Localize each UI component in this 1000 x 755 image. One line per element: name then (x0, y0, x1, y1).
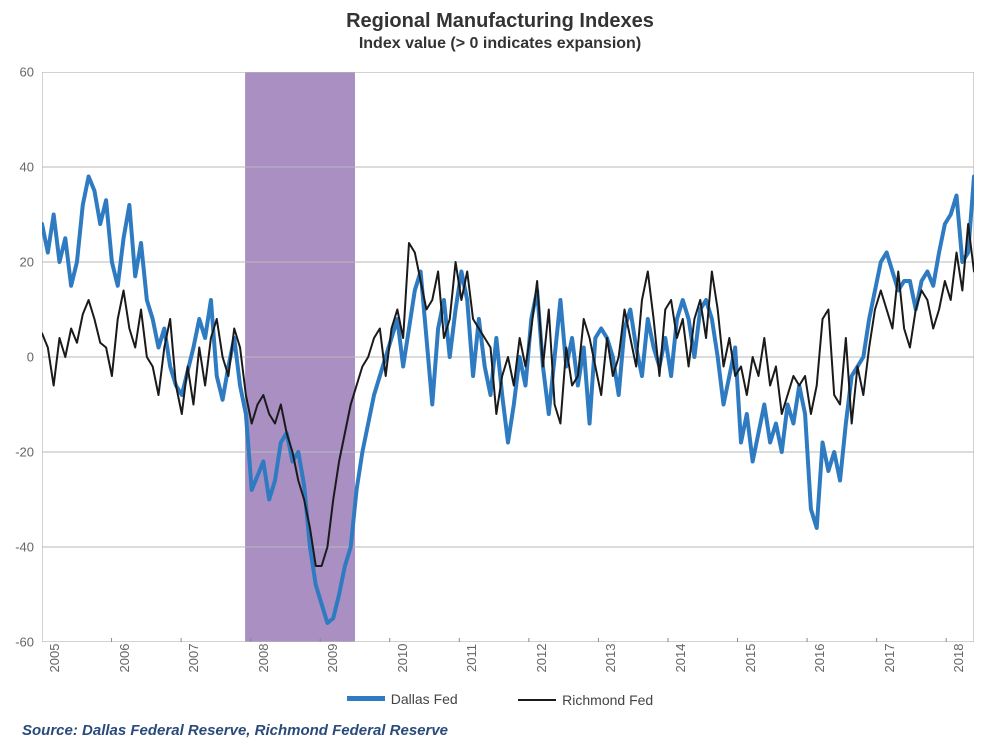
x-tick: 2007 (186, 628, 201, 688)
x-tick: 2012 (534, 628, 549, 688)
x-tick: 2006 (117, 628, 132, 688)
y-tick: 20 (4, 255, 34, 270)
y-tick: -20 (4, 445, 34, 460)
x-tick: 2008 (256, 628, 271, 688)
y-tick: -40 (4, 540, 34, 555)
chart-title-block: Regional Manufacturing Indexes Index val… (0, 10, 1000, 53)
legend-item-richmond: Richmond Fed (518, 692, 653, 708)
x-tick: 2013 (603, 628, 618, 688)
legend-swatch-richmond (518, 699, 556, 701)
x-tick: 2017 (882, 628, 897, 688)
legend-label-richmond: Richmond Fed (562, 692, 653, 708)
source-text: Source: Dallas Federal Reserve, Richmond… (22, 722, 448, 739)
y-tick: 60 (4, 65, 34, 80)
x-tick: 2009 (325, 628, 340, 688)
plot-svg (42, 72, 974, 642)
regional-mfg-chart: Regional Manufacturing Indexes Index val… (0, 0, 1000, 755)
x-tick: 2018 (951, 628, 966, 688)
x-tick: 2010 (395, 628, 410, 688)
y-tick: -60 (4, 635, 34, 650)
plot-area (42, 72, 974, 642)
chart-subtitle: Index value (> 0 indicates expansion) (0, 35, 1000, 53)
legend-item-dallas: Dallas Fed (347, 691, 458, 707)
legend: Dallas Fed Richmond Fed (0, 688, 1000, 708)
chart-title: Regional Manufacturing Indexes (0, 10, 1000, 33)
y-tick: 40 (4, 160, 34, 175)
legend-label-dallas: Dallas Fed (391, 691, 458, 707)
legend-swatch-dallas (347, 696, 385, 701)
x-tick: 2016 (812, 628, 827, 688)
x-tick: 2015 (743, 628, 758, 688)
x-tick: 2005 (47, 628, 62, 688)
y-tick: 0 (4, 350, 34, 365)
x-tick: 2014 (673, 628, 688, 688)
x-tick: 2011 (464, 628, 479, 688)
